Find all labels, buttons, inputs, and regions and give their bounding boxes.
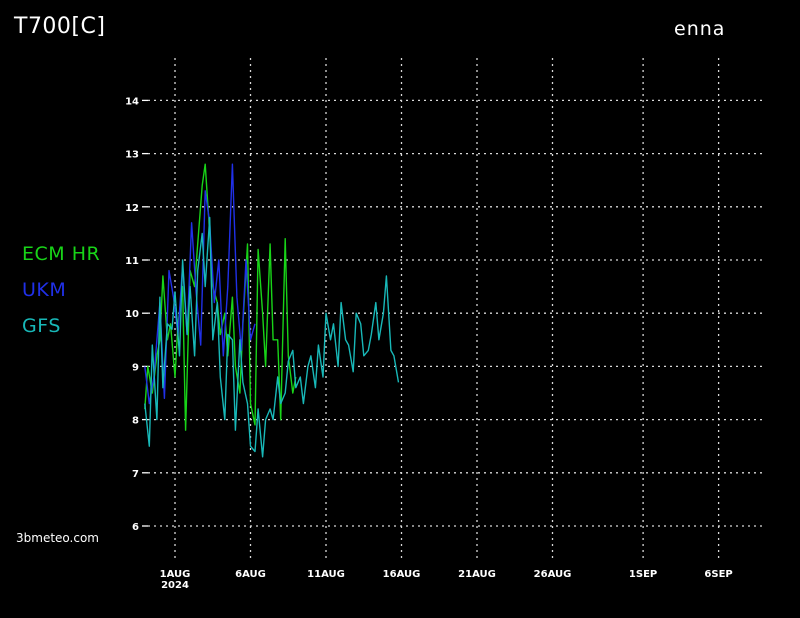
x-tick-label: 1SEP	[629, 569, 657, 580]
x-tick-sublabel: 2024	[161, 580, 189, 591]
series-lines	[144, 163, 400, 458]
y-tick-label: 12	[125, 203, 139, 214]
y-tick-label: 10	[125, 309, 139, 320]
x-tick-label: 11AUG	[307, 569, 345, 580]
y-tick-label: 14	[125, 96, 139, 107]
y-tick-label: 11	[125, 256, 139, 267]
x-tick-label: 26AUG	[534, 569, 572, 580]
legend-item-gfs: GFS	[22, 315, 61, 337]
y-tick-label: 7	[132, 469, 139, 480]
x-tick-label: 21AUG	[458, 569, 496, 580]
x-tick-label: 6SEP	[704, 569, 732, 580]
x-tick-label: 1AUG	[160, 569, 191, 580]
legend-item-ukm: UKM	[22, 279, 67, 301]
y-axis: 6 7 8 9 10 11 12 13 14	[125, 96, 148, 533]
legend: ECM HR UKM GFS	[22, 242, 100, 350]
location-label: enna	[674, 18, 726, 40]
x-tick-label: 6AUG	[235, 569, 266, 580]
legend-item-ecm-hr: ECM HR	[22, 243, 101, 265]
y-tick-label: 6	[132, 522, 139, 533]
grid	[148, 58, 764, 558]
series-line-ukm	[144, 163, 256, 405]
series-line-ecm-hr	[144, 163, 297, 431]
chart-title: T700[C]	[14, 14, 106, 39]
y-tick-label: 13	[125, 150, 139, 161]
x-tick-label: 16AUG	[383, 569, 421, 580]
watermark: 3bmeteo.com	[16, 531, 99, 545]
series-line-gfs	[144, 216, 400, 458]
y-tick-label: 9	[132, 362, 139, 373]
y-tick-label: 8	[132, 416, 139, 427]
